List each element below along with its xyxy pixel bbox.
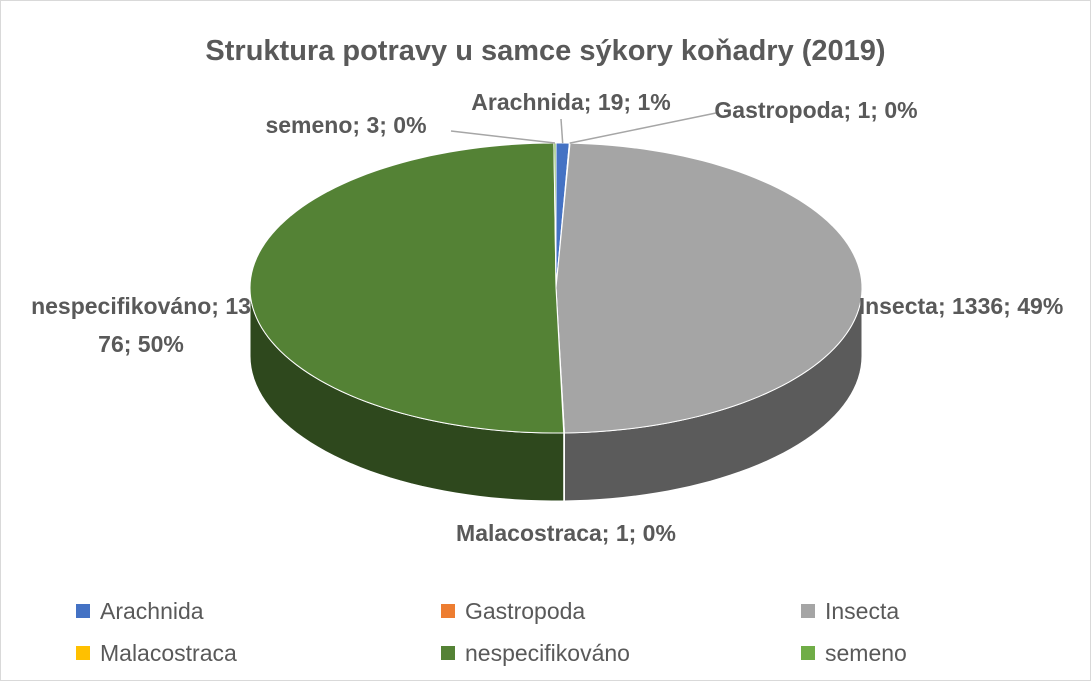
legend-label: Arachnida <box>100 597 204 624</box>
legend-item: Gastropoda <box>441 593 585 629</box>
legend-swatch <box>801 604 815 618</box>
legend-item: Insecta <box>801 593 899 629</box>
legend-swatch <box>441 646 455 660</box>
legend-label: Gastropoda <box>465 597 586 624</box>
slice <box>249 142 565 434</box>
legend-item: semeno <box>801 635 907 671</box>
chart-title: Struktura potravy u samce sýkory koňadry… <box>205 35 886 67</box>
data-label: Insecta; 1336; 49% <box>858 293 1064 319</box>
legend-label: Insecta <box>825 597 900 624</box>
legend-item: Arachnida <box>76 593 204 629</box>
data-label: Arachnida; 19; 1% <box>471 89 671 115</box>
legend-swatch <box>76 604 90 618</box>
legend-label: semeno <box>825 639 907 666</box>
legend-swatch <box>76 646 90 660</box>
leader-line <box>450 130 556 144</box>
data-label: nespecifikováno; 1376; 50% <box>31 293 251 357</box>
data-label: Malacostraca; 1; 0% <box>456 520 676 546</box>
leader-line <box>560 118 564 144</box>
legend-swatch <box>801 646 815 660</box>
slice <box>555 142 863 434</box>
legend-label: nespecifikováno <box>465 639 630 666</box>
data-label: Gastropoda; 1; 0% <box>714 97 918 123</box>
leader-line <box>569 112 717 144</box>
legend-swatch <box>441 604 455 618</box>
legend-item: nespecifikováno <box>441 635 630 671</box>
legend-item: Malacostraca <box>76 635 237 671</box>
legend-label: Malacostraca <box>100 639 237 666</box>
data-label: semeno; 3; 0% <box>265 112 427 138</box>
